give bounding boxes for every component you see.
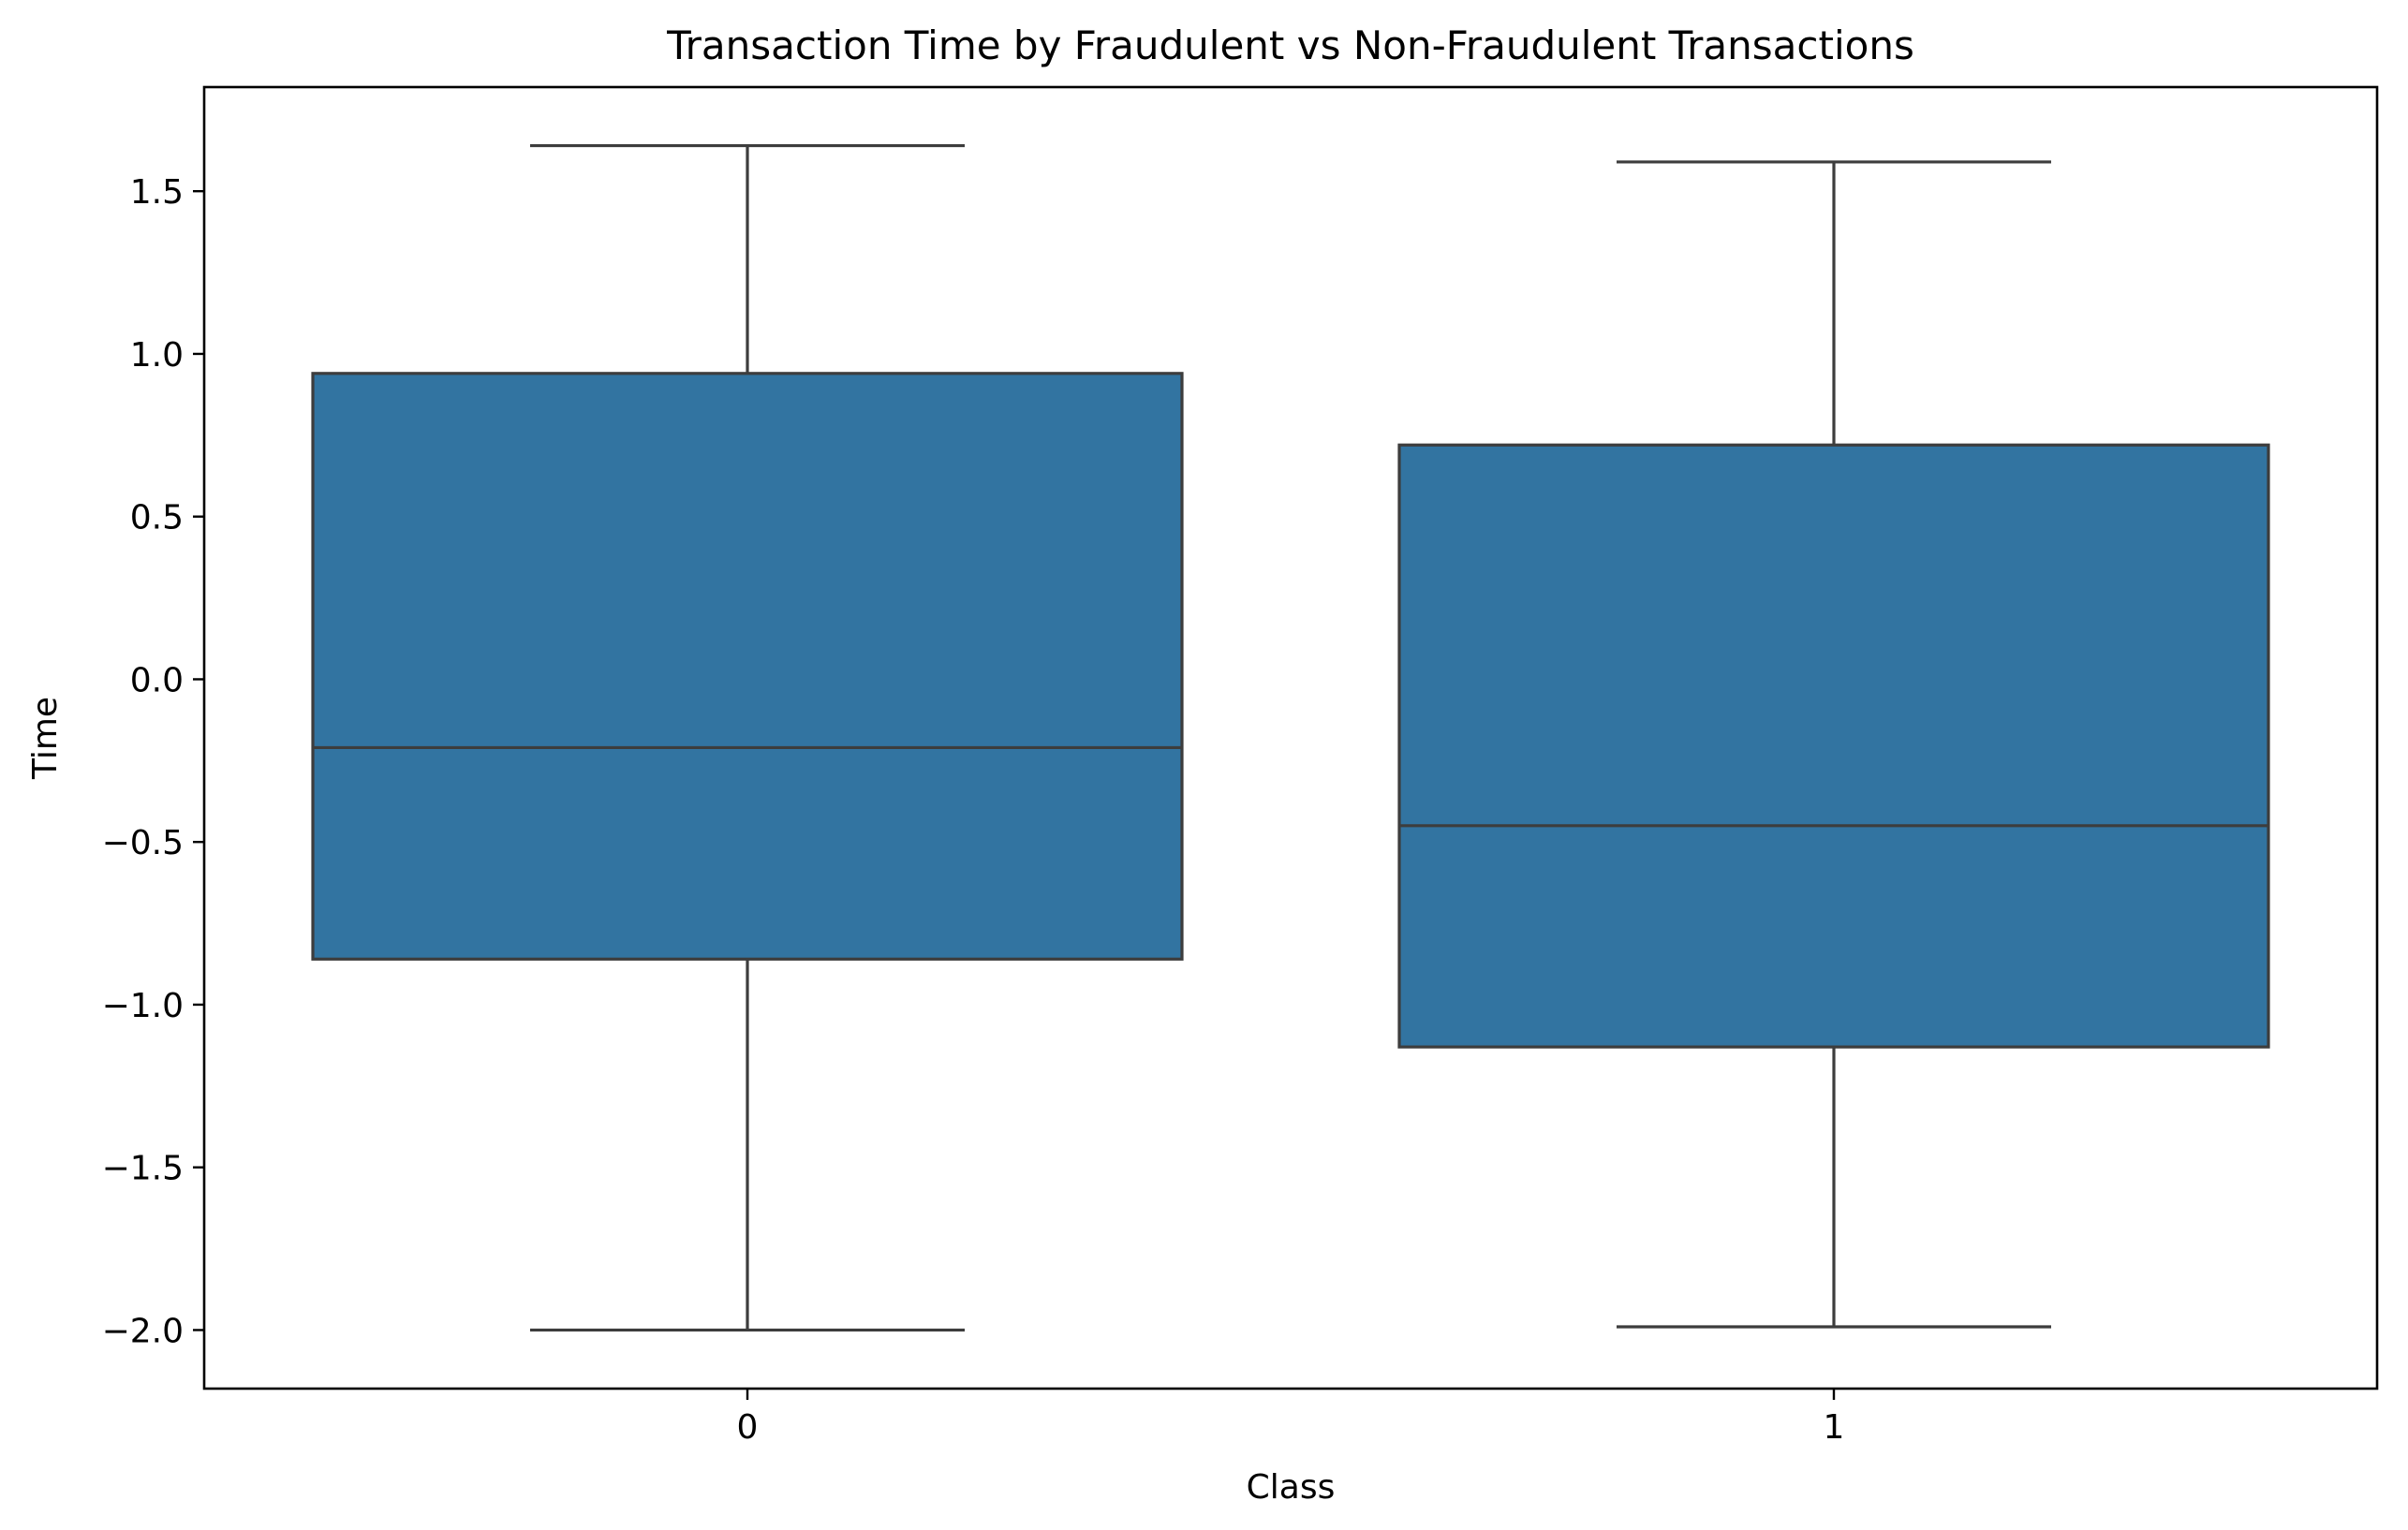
box-group-0	[311, 143, 1184, 1332]
ticks-layer: −2.0 −1.5 −1.0 −0.5 0.0 0.5 1.0 1.5 0 1	[102, 173, 1845, 1447]
y-tick-label: 1.5	[130, 173, 184, 212]
y-tick-label: 0.5	[130, 499, 184, 537]
x-tick-label: 1	[1824, 1408, 1845, 1447]
y-tick-label: 0.0	[130, 661, 184, 699]
x-axis-label: Class	[1247, 1468, 1336, 1507]
x-tick-label: 0	[737, 1408, 759, 1447]
y-tick-label: −0.5	[102, 824, 184, 862]
box-group-1	[1397, 160, 2270, 1329]
boxes-layer	[311, 143, 2270, 1332]
y-tick-label: −2.0	[102, 1312, 184, 1350]
chart-title: Transaction Time by Fraudulent vs Non-Fr…	[666, 22, 1914, 68]
box	[311, 372, 1184, 961]
y-axis-label: Time	[26, 697, 65, 780]
box	[1397, 443, 2270, 1049]
plot-frame	[202, 85, 2379, 1390]
y-tick-label: 1.0	[130, 336, 184, 375]
y-tick-label: −1.0	[102, 987, 184, 1025]
y-tick-label: −1.5	[102, 1150, 184, 1188]
